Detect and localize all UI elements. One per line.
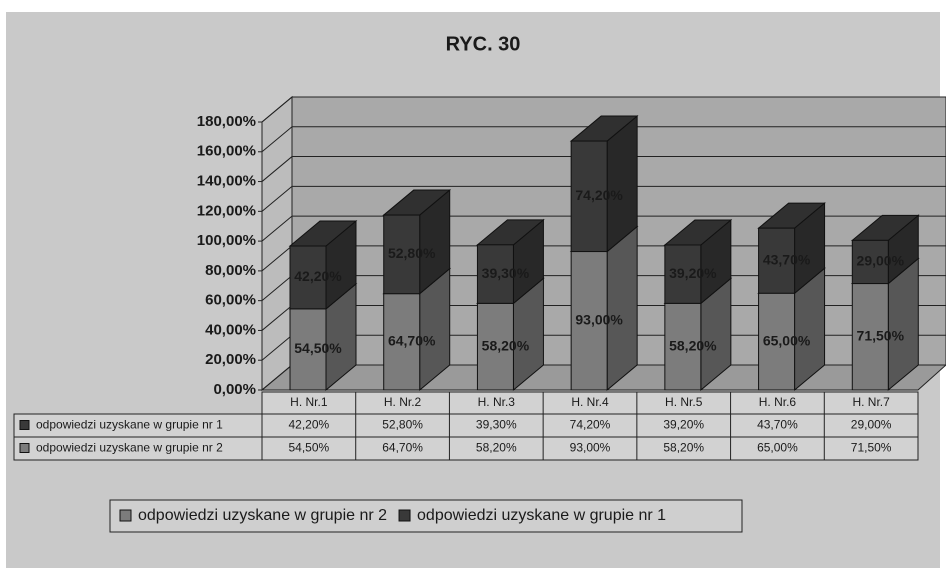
bar xyxy=(570,251,608,391)
y-tick-label: 120,00% xyxy=(197,202,256,219)
legend-swatch xyxy=(19,420,30,430)
table-row-label: odpowiedzi uzyskane w grupie nr 2 xyxy=(36,441,223,455)
bar xyxy=(476,244,514,304)
grid-line xyxy=(261,185,946,212)
bar xyxy=(664,302,702,391)
data-label: 54,50% xyxy=(294,340,342,356)
data-label: 65,00% xyxy=(763,332,811,348)
bar xyxy=(851,239,889,285)
x-tick-label: H. Nr.2 xyxy=(384,395,422,409)
grid-line xyxy=(261,96,946,123)
data-label: 58,20% xyxy=(669,337,717,353)
x-tick-label: H. Nr.6 xyxy=(759,395,797,409)
table-cell: 71,50% xyxy=(851,441,892,455)
table-cell: 58,20% xyxy=(476,441,517,455)
table-row-label: odpowiedzi uzyskane w grupie nr 1 xyxy=(36,418,223,432)
data-label: 43,70% xyxy=(763,251,811,267)
table-cell: 39,20% xyxy=(663,418,704,432)
table-cell: 43,70% xyxy=(757,418,798,432)
x-tick-label: H. Nr.1 xyxy=(290,395,328,409)
bar xyxy=(758,292,796,391)
legend-label: odpowiedzi uzyskane w grupie nr 2 xyxy=(138,507,387,524)
y-tick-label: 0,00% xyxy=(213,381,256,398)
data-label: 29,00% xyxy=(857,253,905,269)
table-cell: 93,00% xyxy=(570,441,611,455)
y-tick-label: 100,00% xyxy=(197,232,256,249)
side-wall xyxy=(261,95,293,392)
data-label: 64,70% xyxy=(388,333,436,349)
bar-side xyxy=(606,225,638,392)
bar xyxy=(383,214,421,295)
legend-label: odpowiedzi uzyskane w grupie nr 1 xyxy=(417,507,666,524)
data-label: 58,20% xyxy=(482,337,530,353)
y-tick-label: 40,00% xyxy=(205,321,256,338)
bar xyxy=(664,244,702,304)
table-cell: 74,20% xyxy=(570,418,611,432)
table-cell: 58,20% xyxy=(663,441,704,455)
grid-line xyxy=(261,156,946,182)
table-cell: 54,50% xyxy=(289,441,330,455)
table-cell: 39,30% xyxy=(476,418,517,432)
chart-title: RYC. 30 xyxy=(446,33,521,55)
grid-line xyxy=(261,215,946,242)
data-label: 93,00% xyxy=(575,311,623,327)
data-label: 39,30% xyxy=(482,265,530,281)
x-tick-label: H. Nr.4 xyxy=(571,395,609,409)
y-tick-label: 80,00% xyxy=(205,262,256,279)
grid-line xyxy=(261,126,946,153)
legend-swatch xyxy=(19,443,30,453)
data-label: 42,20% xyxy=(294,268,342,284)
bar xyxy=(476,302,514,391)
data-label: 39,20% xyxy=(669,265,717,281)
y-tick-label: 160,00% xyxy=(197,143,256,160)
bar xyxy=(289,245,327,310)
table-frame xyxy=(261,391,919,461)
data-label: 74,20% xyxy=(575,187,623,203)
y-tick-label: 60,00% xyxy=(205,292,256,309)
table-cell: 52,80% xyxy=(382,418,423,432)
bar xyxy=(570,140,608,253)
data-label: 52,80% xyxy=(388,245,436,261)
y-tick-label: 20,00% xyxy=(205,351,256,368)
x-tick-label: H. Nr.7 xyxy=(852,395,890,409)
table-cell: 65,00% xyxy=(757,441,798,455)
table-cell: 64,70% xyxy=(382,441,423,455)
table-cell: 42,20% xyxy=(289,418,330,432)
y-tick-label: 140,00% xyxy=(197,173,256,190)
bar xyxy=(289,308,327,391)
data-label: 71,50% xyxy=(857,327,905,343)
bar xyxy=(383,293,421,391)
legend-box xyxy=(109,499,743,533)
bar xyxy=(758,227,796,294)
x-tick-label: H. Nr.3 xyxy=(478,395,516,409)
x-tick-label: H. Nr.5 xyxy=(665,395,703,409)
table-cell: 29,00% xyxy=(851,418,892,432)
legend-swatch xyxy=(398,509,411,522)
y-tick-label: 180,00% xyxy=(197,113,256,130)
legend-swatch xyxy=(119,509,132,522)
